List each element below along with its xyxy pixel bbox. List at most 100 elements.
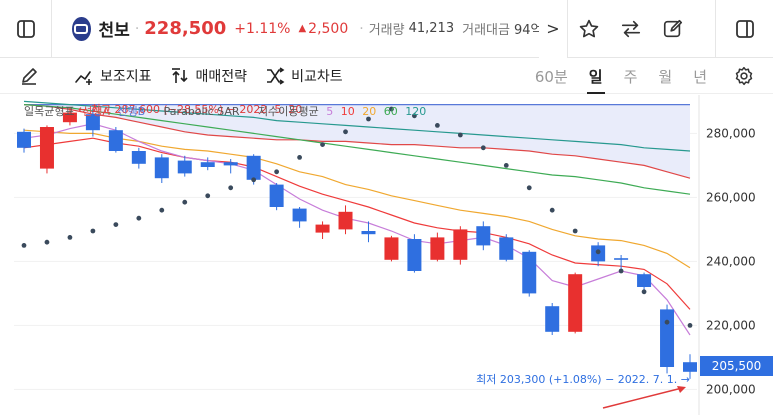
quote-summary: 천보 · 228,500 +1.11% ▲ 2,500 · 거래량 41,213… xyxy=(52,0,567,58)
legend-ema60: 60 xyxy=(383,105,398,118)
candle-body xyxy=(614,258,629,260)
tab-day[interactable]: 일 xyxy=(586,58,605,94)
candle-body xyxy=(85,114,100,131)
tab-year[interactable]: 년 xyxy=(693,67,707,86)
psar-dot xyxy=(412,113,417,119)
candle-body xyxy=(430,237,445,260)
right-panel-toggle-button[interactable] xyxy=(715,0,773,58)
company-logo xyxy=(72,16,91,41)
candle-body xyxy=(269,184,284,207)
legend-ema5: 5 xyxy=(326,105,334,118)
swap-button[interactable] xyxy=(610,0,652,58)
edit-icon xyxy=(663,19,683,37)
compare-button[interactable]: 비교차트 xyxy=(265,66,343,86)
ema20-line xyxy=(23,129,691,269)
legend-ema10: 10 xyxy=(340,105,355,118)
psar-dot xyxy=(343,129,348,135)
legend-ema20: 20 xyxy=(362,105,377,118)
candle-body xyxy=(568,274,583,332)
psar-dot xyxy=(182,199,188,205)
y-tick-label: 260,000 xyxy=(706,190,756,204)
stock-header: 천보 · 228,500 +1.11% ▲ 2,500 · 거래량 41,213… xyxy=(0,0,773,58)
candle-body xyxy=(683,362,697,372)
pointer-arrow-head xyxy=(677,386,686,393)
candle-body xyxy=(131,151,146,164)
legend-span-b: 선행B xyxy=(117,105,146,118)
span-a-line xyxy=(23,104,691,179)
legend-psar: Parabolic SAR xyxy=(163,105,240,118)
candle-body xyxy=(292,208,307,222)
edit-button[interactable] xyxy=(652,0,694,58)
panel-right-icon xyxy=(735,20,754,38)
candle-body xyxy=(246,155,261,180)
psar-dot xyxy=(457,132,463,138)
chart-plus-icon xyxy=(75,70,92,85)
change-percent: +1.11% xyxy=(234,20,291,37)
psar-dot xyxy=(595,249,601,255)
candle-body xyxy=(637,274,652,287)
shuffle-icon xyxy=(267,66,285,85)
psar-dot xyxy=(389,106,394,112)
chevron-right-icon[interactable]: > xyxy=(539,0,567,58)
candle-body xyxy=(223,162,238,166)
psar-dot xyxy=(90,228,96,234)
legend-ichimoku: 일목균형표 xyxy=(24,105,75,118)
high-annotation: ← 최고 287,600 (−28.55%) − 2022. 5. 20 xyxy=(78,103,302,116)
psar-dot xyxy=(228,185,234,191)
psar-dot xyxy=(480,145,486,151)
amount-label: 거래대금 xyxy=(462,23,510,38)
legend-ema120: 120 xyxy=(405,105,427,118)
tab-week[interactable]: 주 xyxy=(623,67,638,86)
psar-dot xyxy=(503,163,509,168)
tab-month[interactable]: 월 xyxy=(658,67,673,86)
candle-body xyxy=(499,237,514,260)
strategy-label: 매매전략 xyxy=(195,68,248,85)
favorite-button[interactable] xyxy=(568,0,610,58)
change-amount: 2,500 xyxy=(308,20,349,37)
candle-body xyxy=(200,162,215,167)
psar-dot xyxy=(21,243,27,248)
indicator-button[interactable]: 보조지표 xyxy=(74,66,152,86)
y-tick-label: 280,000 xyxy=(706,126,756,140)
chart-toolbar: 보조지표 매매전략 비교차트 60분 일 주 월 년 xyxy=(0,58,773,94)
drawing-tool-button[interactable] xyxy=(0,58,58,94)
swap-arrows-icon xyxy=(621,20,641,37)
candle-body xyxy=(361,231,376,235)
psar-dot xyxy=(366,116,371,122)
psar-dot xyxy=(687,323,693,328)
volume-value: 41,213 xyxy=(408,21,455,36)
psar-dot xyxy=(251,177,257,183)
psar-dot xyxy=(205,193,211,199)
y-tick-label: 200,000 xyxy=(706,382,756,396)
candle-body xyxy=(338,211,353,230)
period-tabs: 60분 일 주 월 년 xyxy=(514,58,707,94)
panel-left-icon xyxy=(16,19,35,38)
low-annotation: 최저 203,300 (+1.08%) − 2022. 7. 1. → xyxy=(476,373,690,386)
indicator-label: 보조지표 xyxy=(100,68,152,85)
psar-dot xyxy=(572,228,578,234)
psar-dot xyxy=(641,289,647,295)
ema10-line xyxy=(23,137,691,310)
strategy-button[interactable]: 매매전략 xyxy=(170,66,248,86)
candlestick-chart[interactable]: 280,000 260,000 240,000 220,000 200,000 ← 최고 … xyxy=(0,95,773,415)
legend-ema: 지수이동평균 xyxy=(258,105,319,118)
sidebar-toggle-button[interactable] xyxy=(0,0,52,58)
current-price: 228,500 xyxy=(144,18,227,39)
price-chart[interactable]: 280,000 260,000 240,000 220,000 200,000 ← 최고 … xyxy=(0,95,773,415)
psar-dot xyxy=(434,123,440,128)
y-tick-label: 220,000 xyxy=(706,318,756,332)
up-triangle-icon: ▲ xyxy=(298,23,307,34)
candle-body xyxy=(453,229,468,260)
candle-body xyxy=(407,239,422,271)
tab-60min[interactable]: 60분 xyxy=(534,67,568,86)
gear-icon xyxy=(735,66,753,86)
candle-body xyxy=(384,237,399,260)
psar-dot xyxy=(44,239,50,245)
candle-body xyxy=(315,224,330,233)
candle-body xyxy=(154,157,169,179)
chart-settings-button[interactable] xyxy=(715,58,773,94)
psar-dot xyxy=(526,185,532,191)
candle-body xyxy=(476,226,491,246)
candle-body xyxy=(545,306,560,332)
star-icon xyxy=(579,19,599,37)
